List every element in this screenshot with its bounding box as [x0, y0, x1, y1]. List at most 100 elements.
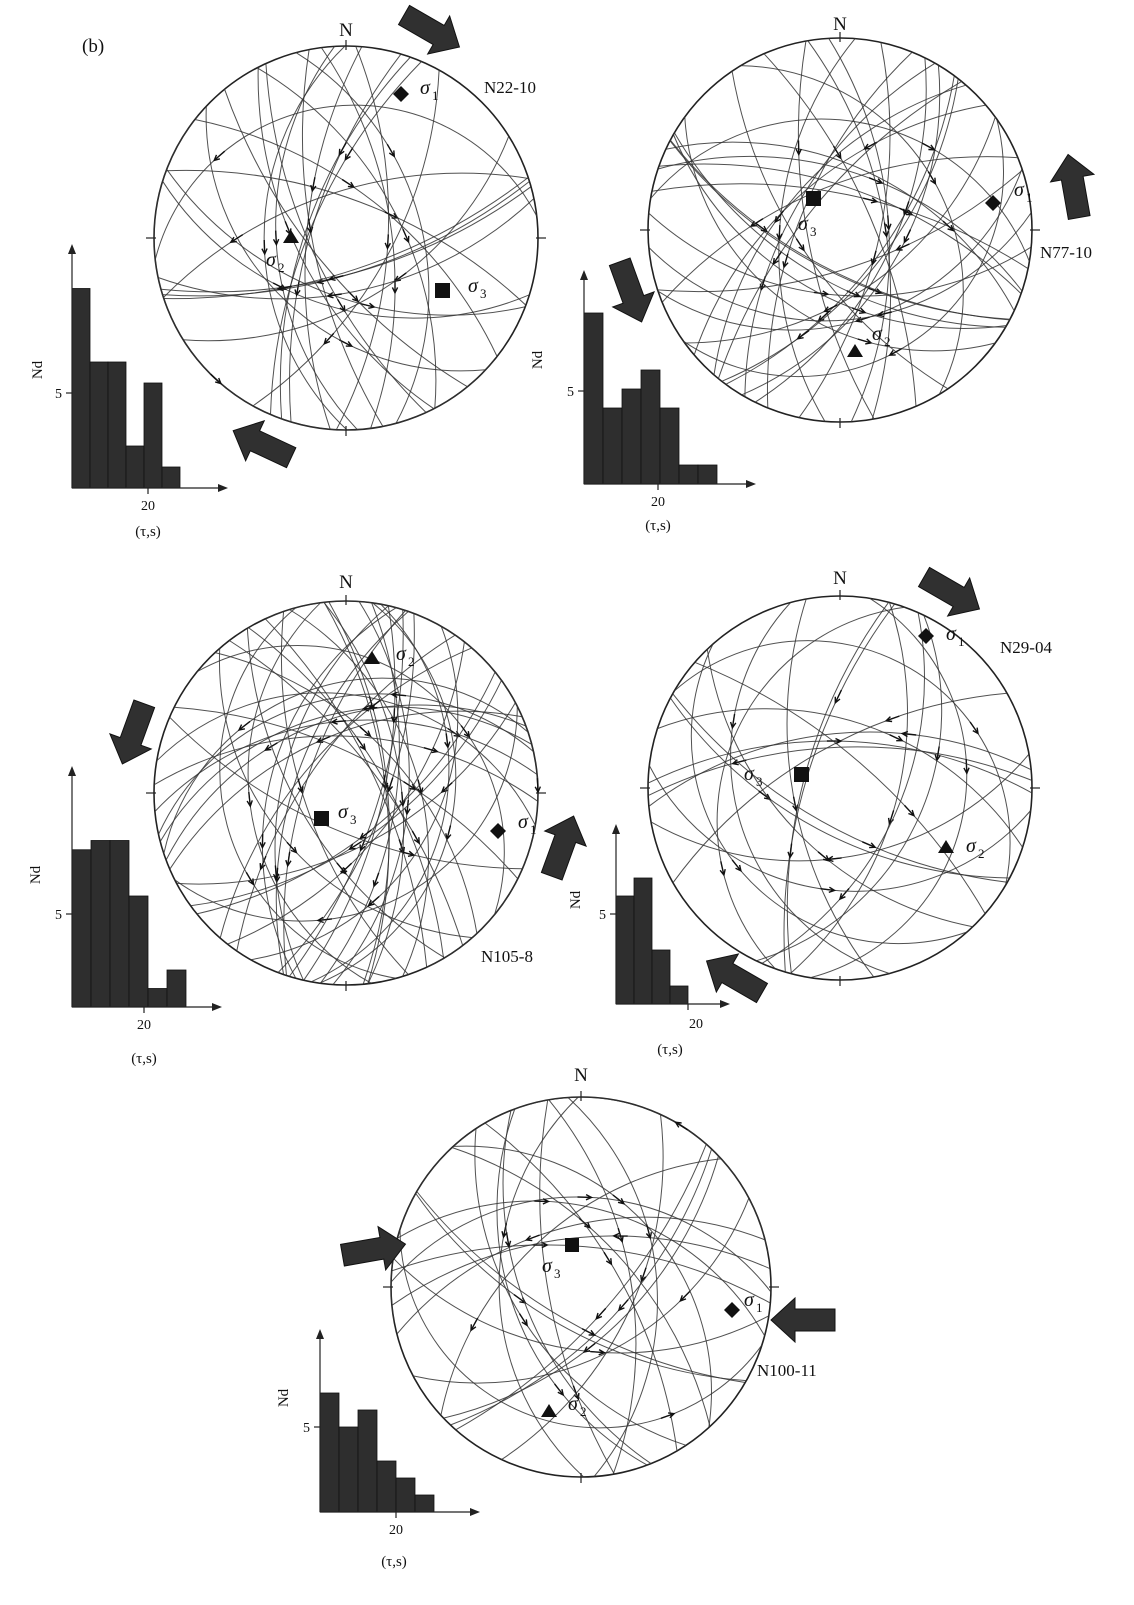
fault-plane-arc: [684, 116, 996, 344]
sigma1-symbol: σ: [744, 1289, 755, 1311]
slip-arrow-icon: [272, 865, 280, 882]
fault-plane-arc: [252, 70, 440, 407]
y-axis-arrow-icon: [580, 270, 588, 280]
sigma1-diamond-marker: [490, 823, 506, 839]
slip-arrow-icon: [921, 142, 936, 151]
slip-arrow-icon: [640, 1267, 647, 1283]
fault-plane-arc: [154, 104, 538, 260]
fault-plane-arc: [279, 56, 411, 419]
histogram-bar: [107, 361, 127, 489]
fault-planes: [390, 1096, 772, 1478]
compression-arrow-icon: [540, 815, 587, 881]
fault-plane-arc: [196, 671, 496, 915]
rose-histogram: [583, 312, 718, 485]
slip-arrow-icon: [577, 1193, 594, 1201]
slip-arrow-icon: [590, 1348, 606, 1356]
slip-arrow-icon: [817, 851, 831, 862]
slip-arrow-icon: [795, 140, 802, 157]
slip-arrow-icon: [731, 859, 742, 873]
fault-plane-arc: [761, 612, 925, 964]
histogram-bar: [395, 1477, 416, 1513]
slip-arrow-icon: [348, 841, 362, 851]
slip-arrow-icon: [888, 347, 903, 356]
fault-plane-arc: [265, 600, 539, 968]
fault-plane-arc: [390, 1096, 769, 1323]
histogram-bar: [697, 464, 718, 485]
fault-plane-arc: [450, 1148, 713, 1426]
slip-arrow-icon: [261, 239, 268, 256]
slip-arrow-icon: [276, 284, 292, 292]
histogram-y-label: Nd: [28, 865, 44, 884]
compression-arrow-icon: [917, 566, 981, 617]
fault-plane-arc: [304, 46, 363, 430]
stereonet-circle: [647, 37, 1033, 423]
fault-plane-arc: [391, 1235, 771, 1306]
sigma2-triangle-marker: [541, 1404, 557, 1417]
site-label: N29-04: [1000, 638, 1052, 657]
fault-plane-arc: [651, 183, 1029, 270]
histogram-bar: [678, 464, 699, 485]
fault-plane-arc: [783, 603, 896, 973]
compression-arrow-icon: [232, 420, 297, 469]
slip-arrow-icon: [390, 691, 407, 699]
sigma1-symbol: σ: [1014, 179, 1025, 201]
fault-plane-arc: [190, 680, 502, 907]
sigma2-subscript: 2: [278, 260, 285, 275]
slip-arrow-icon: [820, 886, 837, 893]
slip-arrow-icon: [903, 804, 916, 817]
fault-plane-arc: [390, 1196, 772, 1293]
slip-arrow-icon: [390, 708, 398, 724]
fault-plane-arc: [501, 1114, 664, 1461]
slip-arrow-icon: [719, 861, 726, 877]
fault-plane-arc: [250, 626, 459, 961]
fault-plane-arc: [163, 677, 529, 854]
slip-arrow-icon: [210, 373, 223, 385]
slip-arrow-icon: [399, 791, 406, 808]
histogram-x-label: (τ,s): [645, 518, 671, 534]
fault-plane-arc: [261, 607, 397, 979]
fault-plane-arc: [648, 731, 1032, 807]
fault-plane-arc: [669, 697, 1010, 879]
fault-plane-arc: [399, 1229, 763, 1429]
fault-plane-arc: [721, 78, 959, 382]
slip-arrow-icon: [603, 1251, 613, 1266]
slip-arrow-icon: [889, 734, 904, 742]
fault-plane-arc: [160, 186, 532, 293]
histogram-y-label: Nd: [568, 890, 584, 909]
fault-plane-arc: [731, 71, 949, 390]
fault-plane-arc: [288, 609, 404, 977]
histogram-bar: [376, 1460, 397, 1513]
sigma3-square-marker: [435, 283, 450, 298]
slip-arrow-icon: [338, 142, 347, 157]
site-label: N77-10: [1040, 243, 1092, 262]
slip-arrow-icon: [245, 872, 255, 886]
rose-histogram: [319, 1392, 435, 1513]
slip-arrow-icon: [838, 888, 850, 901]
histogram-bar: [338, 1426, 359, 1513]
fault-planes: [647, 597, 1033, 979]
slip-arrow-icon: [297, 778, 304, 794]
north-label: N: [574, 1065, 588, 1086]
slip-arrow-icon: [460, 725, 471, 739]
histogram-bar: [109, 840, 130, 1008]
fault-plane-arc: [650, 753, 1030, 862]
histogram-y-label: Nd: [30, 360, 46, 379]
sigma2-symbol: σ: [966, 835, 977, 857]
slip-arrow-icon: [660, 1412, 676, 1419]
fault-plane-arc: [227, 641, 465, 945]
slip-arrow-icon: [326, 292, 342, 299]
fault-plane-arc: [416, 1191, 746, 1383]
fault-plane-arc: [320, 47, 396, 429]
fault-plane-arc: [257, 67, 435, 410]
fault-plane-arc: [335, 46, 390, 431]
slip-arrow-icon: [776, 225, 783, 241]
sigma2-triangle-marker: [283, 230, 299, 243]
site-label: N100-11: [757, 1361, 817, 1380]
fault-plane-arc: [246, 628, 445, 959]
sigma2-subscript: 2: [580, 1404, 587, 1419]
slip-arrow-icon: [404, 799, 411, 816]
slip-arrow-icon: [534, 1198, 551, 1205]
sigma1-subscript: 1: [958, 634, 965, 649]
fault-plane-arc: [214, 652, 478, 934]
fault-plane-arc: [163, 172, 529, 298]
